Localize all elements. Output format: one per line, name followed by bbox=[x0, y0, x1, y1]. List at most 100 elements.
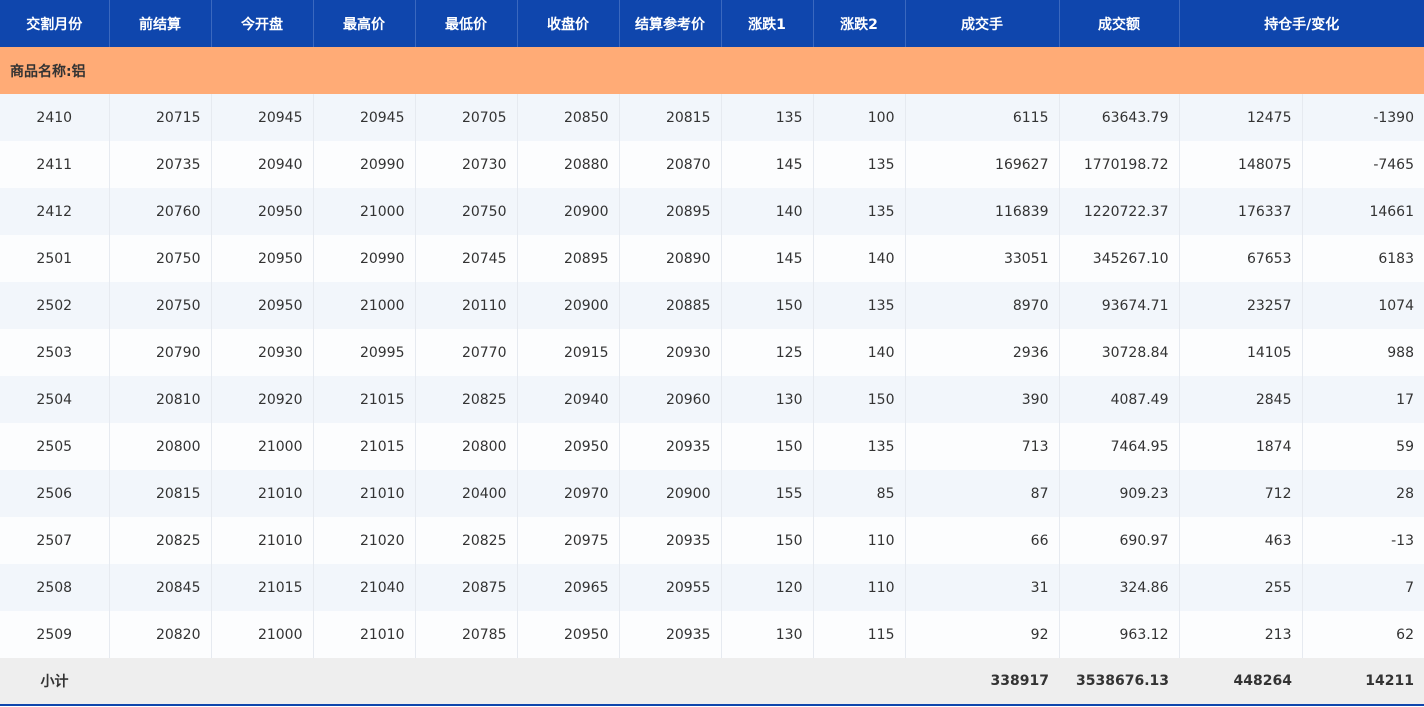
value-cell: 150 bbox=[813, 376, 906, 423]
value-cell: 324.86 bbox=[1059, 564, 1180, 611]
value-cell: 130 bbox=[721, 611, 814, 658]
value-cell: 988 bbox=[1302, 329, 1424, 376]
value-cell: 20770 bbox=[415, 329, 518, 376]
value-cell: 20110 bbox=[415, 282, 518, 329]
value-cell: 20950 bbox=[211, 188, 314, 235]
month-cell: 2509 bbox=[0, 611, 110, 658]
value-cell: 20930 bbox=[619, 329, 722, 376]
value-cell: 21010 bbox=[211, 470, 314, 517]
value-cell: 20815 bbox=[619, 94, 722, 141]
value-cell: 20735 bbox=[109, 141, 212, 188]
value-cell: 4087.49 bbox=[1059, 376, 1180, 423]
value-cell: 20995 bbox=[313, 329, 416, 376]
group-row: 商品名称:铝 bbox=[0, 47, 1424, 94]
month-cell: 2505 bbox=[0, 423, 110, 470]
value-cell: 20845 bbox=[109, 564, 212, 611]
value-cell: 20760 bbox=[109, 188, 212, 235]
value-cell: 21015 bbox=[313, 376, 416, 423]
value-cell: 20930 bbox=[211, 329, 314, 376]
value-cell: 150 bbox=[721, 423, 814, 470]
value-cell: 20990 bbox=[313, 235, 416, 282]
value-cell: 20750 bbox=[109, 235, 212, 282]
month-cell: 2411 bbox=[0, 141, 110, 188]
value-cell: 148075 bbox=[1179, 141, 1303, 188]
data-row: 2410 20715 20945 20945 20705 20850 20815 135 100… bbox=[0, 94, 1424, 141]
data-row: 2507 20825 21010 21020 20825 20975 20935 150 110… bbox=[0, 517, 1424, 564]
month-cell: 2503 bbox=[0, 329, 110, 376]
value-cell: 20745 bbox=[415, 235, 518, 282]
month-cell: 2508 bbox=[0, 564, 110, 611]
value-cell: 150 bbox=[721, 517, 814, 564]
value-cell: 6183 bbox=[1302, 235, 1424, 282]
value-cell: 20885 bbox=[619, 282, 722, 329]
data-row: 2503 20790 20930 20995 20770 20915 20930 125 140… bbox=[0, 329, 1424, 376]
data-row: 2504 20810 20920 21015 20825 20940 20960 130 150… bbox=[0, 376, 1424, 423]
value-cell: 20900 bbox=[517, 188, 620, 235]
value-cell: 20825 bbox=[109, 517, 212, 564]
value-cell: 130 bbox=[721, 376, 814, 423]
value-cell: 20750 bbox=[109, 282, 212, 329]
value-cell: 14661 bbox=[1302, 188, 1424, 235]
value-cell: 255 bbox=[1179, 564, 1303, 611]
value-cell: 59 bbox=[1302, 423, 1424, 470]
value-cell: 345267.10 bbox=[1059, 235, 1180, 282]
value-cell: 690.97 bbox=[1059, 517, 1180, 564]
value-cell: 135 bbox=[813, 282, 906, 329]
value-cell: 1220722.37 bbox=[1059, 188, 1180, 235]
value-cell: 21020 bbox=[313, 517, 416, 564]
value-cell: 213 bbox=[1179, 611, 1303, 658]
value-cell: 7 bbox=[1302, 564, 1424, 611]
month-cell: 2504 bbox=[0, 376, 110, 423]
value-cell: 93674.71 bbox=[1059, 282, 1180, 329]
value-cell: 21000 bbox=[313, 282, 416, 329]
value-cell: 28 bbox=[1302, 470, 1424, 517]
value-cell: 21010 bbox=[211, 517, 314, 564]
value-cell: 20975 bbox=[517, 517, 620, 564]
value-cell: 20895 bbox=[619, 188, 722, 235]
value-cell: 135 bbox=[813, 188, 906, 235]
value-cell: 20900 bbox=[619, 470, 722, 517]
value-cell: 21015 bbox=[211, 564, 314, 611]
header-cell: 最高价 bbox=[313, 0, 416, 47]
value-cell: 20940 bbox=[211, 141, 314, 188]
value-cell: 120 bbox=[721, 564, 814, 611]
value-cell: 21000 bbox=[211, 423, 314, 470]
value-cell: 62 bbox=[1302, 611, 1424, 658]
value-cell: 8970 bbox=[905, 282, 1060, 329]
value-cell: 21000 bbox=[211, 611, 314, 658]
header-cell: 前结算 bbox=[109, 0, 212, 47]
header-cell: 收盘价 bbox=[517, 0, 620, 47]
value-cell: -13 bbox=[1302, 517, 1424, 564]
group-label: 商品名称:铝 bbox=[0, 47, 1424, 94]
value-cell: 20790 bbox=[109, 329, 212, 376]
value-cell: 21000 bbox=[313, 188, 416, 235]
header-cell: 最低价 bbox=[415, 0, 518, 47]
value-cell: 20940 bbox=[517, 376, 620, 423]
value-cell: 390 bbox=[905, 376, 1060, 423]
value-cell: 20950 bbox=[517, 423, 620, 470]
value-cell: 135 bbox=[721, 94, 814, 141]
value-cell: 20800 bbox=[109, 423, 212, 470]
value-cell: 21040 bbox=[313, 564, 416, 611]
value-cell: 176337 bbox=[1179, 188, 1303, 235]
value-cell: 20945 bbox=[211, 94, 314, 141]
header-cell: 今开盘 bbox=[211, 0, 314, 47]
value-cell: 20850 bbox=[517, 94, 620, 141]
value-cell: 140 bbox=[813, 329, 906, 376]
value-cell: 20715 bbox=[109, 94, 212, 141]
value-cell: 963.12 bbox=[1059, 611, 1180, 658]
value-cell: 135 bbox=[813, 141, 906, 188]
empty-cell bbox=[109, 658, 905, 705]
subtotal-label: 小计 bbox=[0, 658, 109, 705]
subtotal-value: 14211 bbox=[1302, 658, 1424, 705]
value-cell: 909.23 bbox=[1059, 470, 1180, 517]
value-cell: 713 bbox=[905, 423, 1060, 470]
value-cell: 20705 bbox=[415, 94, 518, 141]
value-cell: 1074 bbox=[1302, 282, 1424, 329]
header-cell: 涨跌2 bbox=[813, 0, 906, 47]
subtotal-value: 3538676.13 bbox=[1059, 658, 1179, 705]
value-cell: 7464.95 bbox=[1059, 423, 1180, 470]
data-row: 2506 20815 21010 21010 20400 20970 20900 155 85 8… bbox=[0, 470, 1424, 517]
value-cell: 20915 bbox=[517, 329, 620, 376]
